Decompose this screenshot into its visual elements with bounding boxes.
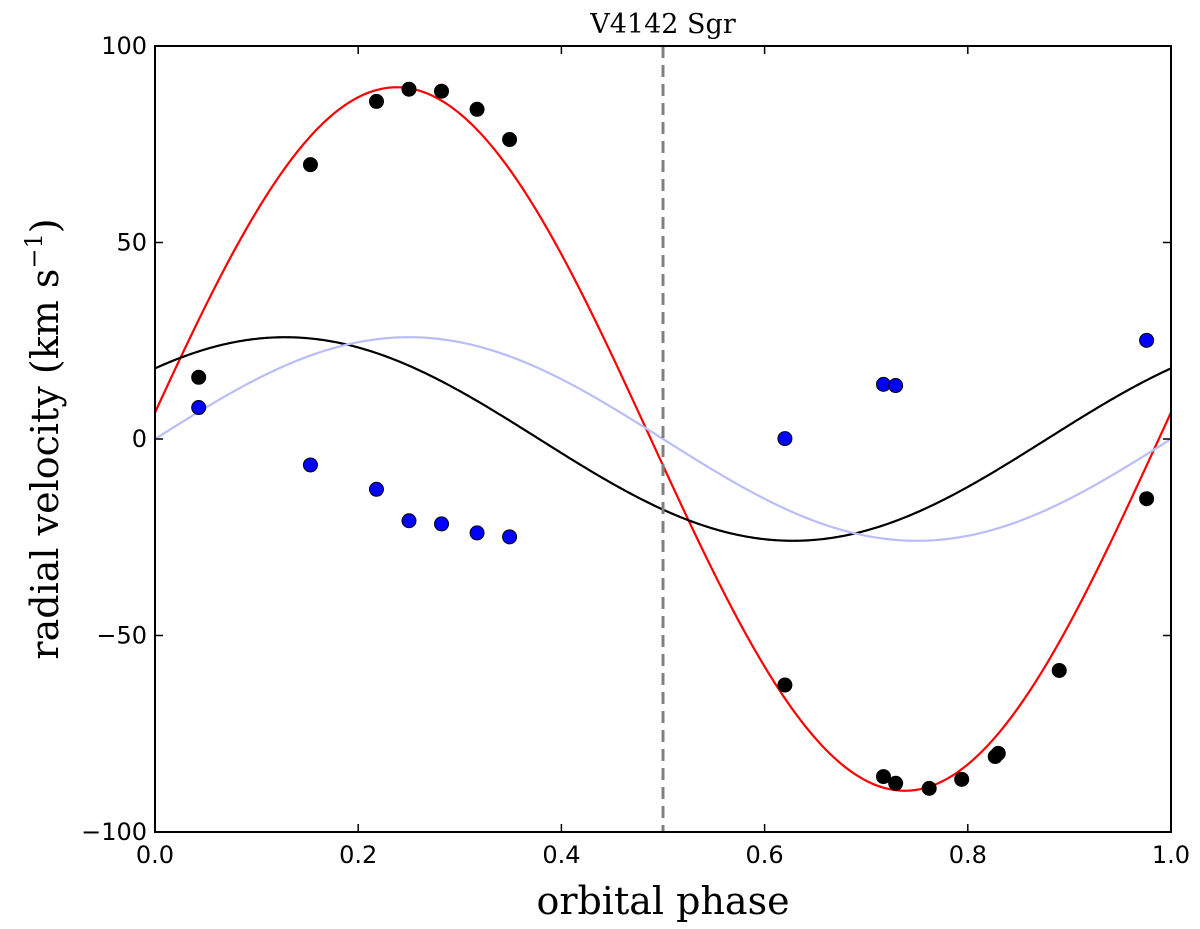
y-tick-label: −50 — [96, 622, 147, 650]
component-1-points-marker — [302, 157, 318, 173]
y-tick-label: 0 — [132, 425, 147, 453]
y-tick-label: 100 — [101, 32, 147, 60]
component-1-points-marker — [954, 771, 970, 787]
component-1-points-marker — [434, 83, 450, 99]
component-2-points-marker — [502, 529, 518, 545]
chart-title: V4142 Sgr — [589, 9, 736, 40]
component-1-points-marker — [888, 775, 904, 791]
x-tick-label: 0.2 — [339, 841, 377, 869]
x-axis-label: orbital phase — [536, 879, 789, 923]
component-1-points-marker — [401, 81, 417, 97]
x-tick-label: 0.8 — [949, 841, 987, 869]
component-2-points-marker — [191, 400, 207, 416]
component-2-points-marker — [302, 457, 318, 473]
component-1-points-marker — [1051, 662, 1067, 678]
component-2-points-marker — [401, 513, 417, 529]
x-tick-label: 0.4 — [542, 841, 580, 869]
y-axis-label: radial velocity (km s−1) — [20, 218, 67, 659]
component-1-points-marker — [1139, 491, 1155, 507]
component-1-points-marker — [469, 101, 485, 117]
axis-ticks: 0.0 0.2 0.4 0.6 0.8 1.0 100 50 0 −50 −100 — [81, 32, 1190, 869]
component-1-points-marker — [368, 93, 384, 109]
component-1-points-marker — [921, 780, 937, 796]
y-axis-label-exponent: −1 — [20, 233, 48, 268]
component-2-points-marker — [469, 525, 485, 541]
component-1-points-marker — [875, 769, 891, 785]
fit-curves — [155, 86, 1171, 792]
component-2-points-marker — [1139, 332, 1155, 348]
component-1-points-marker — [777, 677, 793, 693]
y-tick-label: 50 — [116, 229, 147, 257]
component-2-points-marker — [368, 481, 384, 497]
x-tick-label: 0.6 — [746, 841, 784, 869]
component-1-points-marker — [502, 132, 518, 148]
component-2-points-marker — [777, 431, 793, 447]
y-axis-label-close: ) — [23, 218, 67, 233]
reference-curve — [155, 336, 1171, 542]
component-1-points-marker — [191, 369, 207, 385]
y-axis-label-main: radial velocity (km s — [23, 269, 67, 660]
y-tick-label: −100 — [81, 818, 147, 846]
component-1-points-marker — [990, 745, 1006, 761]
x-tick-label: 1.0 — [1152, 841, 1190, 869]
component-2-points-marker — [888, 378, 904, 394]
component-2-points-marker — [434, 516, 450, 532]
x-tick-label: 0.0 — [136, 841, 174, 869]
data-points — [191, 81, 1155, 796]
